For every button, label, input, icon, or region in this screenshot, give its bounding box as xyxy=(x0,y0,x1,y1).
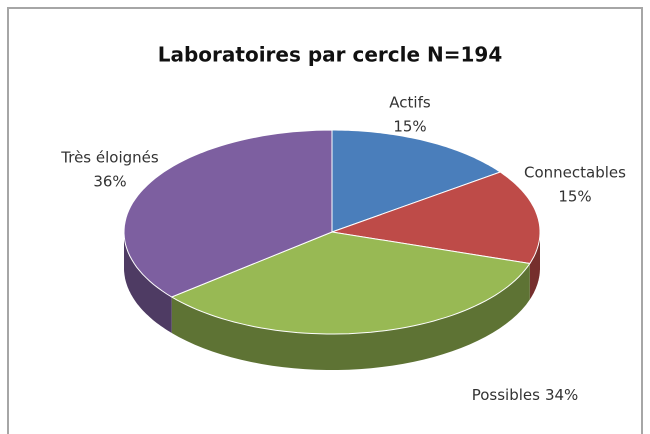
slice-side xyxy=(171,263,530,370)
slice-side xyxy=(124,232,172,333)
pie-slice xyxy=(170,231,531,335)
chart-title: Laboratoires par cercle N=194 xyxy=(158,43,503,67)
pie-slice xyxy=(331,129,502,233)
value-label: 34% xyxy=(545,386,578,404)
category-label: Possibles xyxy=(472,386,540,404)
value-label: 15% xyxy=(393,118,426,136)
category-label: Très éloignés xyxy=(60,149,159,167)
value-label: 15% xyxy=(558,188,591,206)
pie-slice xyxy=(123,129,333,298)
pie-slice xyxy=(331,171,541,265)
category-label: Actifs xyxy=(389,94,431,112)
slice-label: Possibles 34% xyxy=(472,386,579,404)
category-label: Connectables xyxy=(524,164,626,182)
value-label: 36% xyxy=(93,173,126,191)
